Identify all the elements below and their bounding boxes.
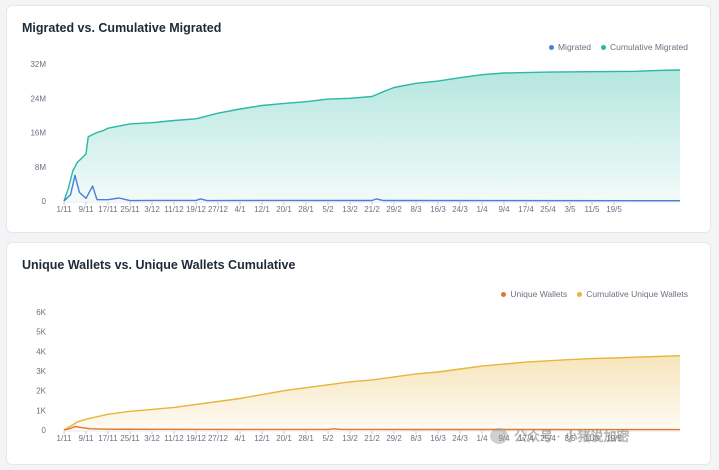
x-tick-label: 12/1 xyxy=(254,205,270,214)
x-tick-label: 19/12 xyxy=(186,434,207,443)
y-tick-label: 5K xyxy=(36,328,46,337)
x-tick-label: 1/4 xyxy=(476,434,488,443)
x-tick-label: 25/4 xyxy=(540,434,556,443)
legend-label: Unique Wallets xyxy=(510,289,568,299)
y-tick-label: 1K xyxy=(36,406,46,415)
y-tick-label: 8M xyxy=(35,163,46,172)
x-tick-label: 28/1 xyxy=(298,205,314,214)
y-tick-label: 4K xyxy=(36,347,46,356)
x-tick-label: 1/11 xyxy=(57,434,73,443)
x-tick-label: 25/11 xyxy=(120,434,140,443)
series-line-cumulative-migrated xyxy=(63,69,681,202)
x-tick-label: 20/1 xyxy=(276,205,292,214)
y-tick-label: 24M xyxy=(30,94,46,103)
series-line-migrated xyxy=(63,174,681,202)
watermark: 公众号 · 小猪说加密 xyxy=(490,426,630,445)
x-tick-label: 8/3 xyxy=(410,434,422,443)
x-tick-label: 9/11 xyxy=(79,434,95,443)
x-tick-label: 1/4 xyxy=(476,205,488,214)
legend-item-cumulative-unique-wallets[interactable]: Cumulative Unique Wallets xyxy=(577,289,688,299)
series-line-cumulative-unique xyxy=(63,355,681,431)
y-tick-label: 32M xyxy=(30,60,46,69)
chart-legend: Unique Wallets Cumulative Unique Wallets xyxy=(501,289,688,299)
x-tick-label: 5/2 xyxy=(322,434,334,443)
chart-legend: Migrated Cumulative Migrated xyxy=(548,42,688,52)
series-area-cumulative-migrated xyxy=(64,70,680,201)
x-tick-label: 4/1 xyxy=(234,434,246,443)
x-tick-label: 27/12 xyxy=(208,205,229,214)
x-tick-label: 21/2 xyxy=(364,434,380,443)
x-tick-label: 16/3 xyxy=(430,434,446,443)
x-tick-label: 21/2 xyxy=(364,205,380,214)
x-tick-label: 19/5 xyxy=(606,434,622,443)
x-tick-label: 11/5 xyxy=(585,205,601,214)
x-tick-label: 3/12 xyxy=(144,205,160,214)
legend-dot-icon xyxy=(501,291,507,297)
x-tick-label: 9/11 xyxy=(79,205,95,214)
y-tick-label: 0 xyxy=(42,197,47,206)
x-tick-label: 17/11 xyxy=(98,205,118,214)
x-tick-label: 11/5 xyxy=(585,434,601,443)
legend-dot-icon xyxy=(548,44,554,50)
x-tick-label: 13/2 xyxy=(342,205,358,214)
x-tick-label: 8/3 xyxy=(410,205,422,214)
x-tick-label: 16/3 xyxy=(430,205,446,214)
legend-dot-icon xyxy=(577,291,583,297)
legend-item-migrated[interactable]: Migrated xyxy=(548,42,592,52)
x-tick-label: 19/5 xyxy=(606,205,622,214)
x-tick-label: 9/4 xyxy=(498,434,510,443)
x-tick-label: 3/12 xyxy=(144,434,160,443)
y-tick-label: 0 xyxy=(42,426,47,435)
legend-label: Cumulative Unique Wallets xyxy=(586,289,688,299)
series-line-unique-wallets xyxy=(63,425,680,431)
x-tick-label: 11/12 xyxy=(164,434,184,443)
chart-title: Migrated vs. Cumulative Migrated xyxy=(22,21,222,35)
y-tick-label: 3K xyxy=(36,367,46,376)
x-tick-label: 25/4 xyxy=(540,205,556,214)
y-tick-label: 6K xyxy=(36,308,46,317)
x-tick-label: 19/12 xyxy=(186,205,207,214)
x-tick-label: 5/2 xyxy=(322,205,334,214)
x-tick-label: 17/4 xyxy=(518,434,534,443)
series-area-cumulative-unique xyxy=(64,355,680,430)
y-tick-label: 16M xyxy=(30,129,46,138)
x-tick-label: 4/1 xyxy=(234,205,246,214)
x-tick-label: 29/2 xyxy=(386,205,402,214)
x-tick-label: 17/11 xyxy=(98,434,118,443)
x-tick-label: 1/11 xyxy=(57,205,73,214)
legend-item-unique-wallets[interactable]: Unique Wallets xyxy=(501,289,567,299)
x-tick-label: 3/5 xyxy=(564,205,576,214)
watermark-text: 公众号 · 小猪说加密 xyxy=(514,429,630,444)
x-tick-label: 29/2 xyxy=(386,434,402,443)
x-tick-label: 11/12 xyxy=(164,205,184,214)
legend-dot-icon xyxy=(601,44,607,50)
x-tick-label: 24/3 xyxy=(452,205,468,214)
x-tick-label: 9/4 xyxy=(498,205,510,214)
y-tick-label: 2K xyxy=(36,387,46,396)
x-tick-label: 27/12 xyxy=(208,434,229,443)
x-tick-label: 13/2 xyxy=(342,434,358,443)
x-tick-label: 20/1 xyxy=(276,434,292,443)
legend-label: Cumulative Migrated xyxy=(610,42,688,52)
x-tick-label: 17/4 xyxy=(518,205,534,214)
legend-label: Migrated xyxy=(557,42,592,52)
x-tick-label: 25/11 xyxy=(120,205,140,214)
x-tick-label: 28/1 xyxy=(298,434,314,443)
chart-title: Unique Wallets vs. Unique Wallets Cumula… xyxy=(22,258,296,272)
x-tick-label: 3/5 xyxy=(564,434,576,443)
x-tick-label: 24/3 xyxy=(452,434,468,443)
wechat-icon xyxy=(490,427,508,444)
legend-item-cumulative-migrated[interactable]: Cumulative Migrated xyxy=(601,42,688,52)
x-tick-label: 12/1 xyxy=(254,434,270,443)
